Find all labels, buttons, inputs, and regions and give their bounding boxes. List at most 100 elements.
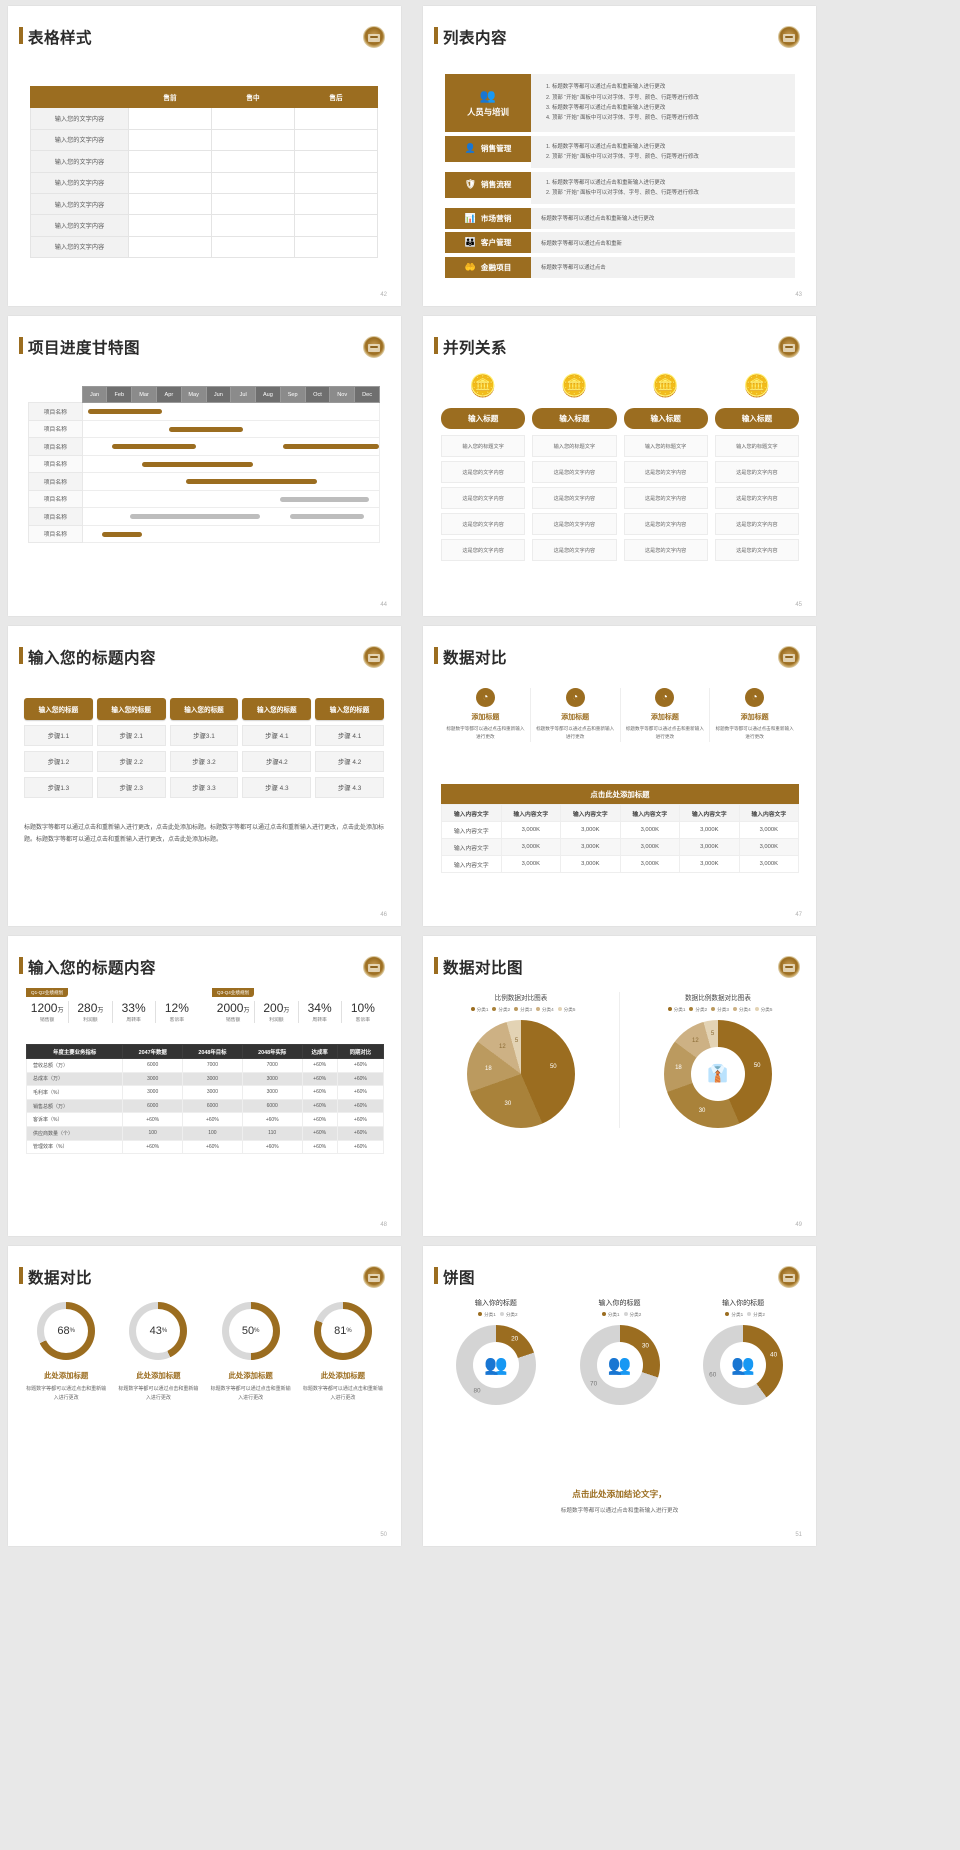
list-item-tag[interactable]: 🛡 销售流程 bbox=[445, 171, 531, 198]
slide-43[interactable]: 列表内容 👥人员与培训标题数字等都可以通过点击和重新输入进行更改顶部 “开始” … bbox=[423, 6, 816, 306]
slide-47[interactable]: 数据对比 ◔ 添加标题 标题数字等都可以通过点击和重新输入进行更改 ◔ 添加标题 标题数字… bbox=[423, 626, 816, 926]
list-item[interactable]: 📊 市场营销 标题数字等都可以通过点击和重新输入进行更改 bbox=[445, 207, 795, 229]
slide-42[interactable]: 表格样式 售前 售中 售后 输入您的文字内容 输入您的文字内容 输入您的文字内容 输入… bbox=[8, 6, 401, 306]
parallel-cell[interactable]: 输入您的标题文字 bbox=[623, 435, 708, 457]
parallel-cell[interactable]: 输入您的标题文字 bbox=[714, 435, 799, 457]
parallel-cell[interactable]: 这是您的文字内容 bbox=[441, 487, 526, 509]
parallel-cell[interactable]: 这是您的文字内容 bbox=[532, 461, 617, 483]
step-item[interactable]: 步骤 4.3 bbox=[242, 777, 312, 798]
list-item[interactable]: 🤲 金融项目 标题数字等都可以通过点击 bbox=[445, 256, 795, 278]
parallel-title-button[interactable]: 输入标题 bbox=[532, 408, 617, 429]
step-item[interactable]: 步骤 4.1 bbox=[315, 725, 384, 746]
parallel-cell[interactable]: 这是您的文字内容 bbox=[532, 539, 617, 561]
step-item[interactable]: 步骤1.1 bbox=[24, 725, 93, 746]
step-item[interactable]: 步骤 2.2 bbox=[96, 751, 166, 772]
slide-46[interactable]: 输入您的标题内容 输入您的标题 步骤1.1 步骤1.2 步骤1.3 输入您的标题 步骤 2… bbox=[8, 626, 401, 926]
compare-card[interactable]: ◔ 添加标题 标题数字等都可以通过点击和重新输入进行更改 bbox=[441, 688, 531, 742]
parallel-title-button[interactable]: 输入标题 bbox=[441, 408, 526, 429]
list-item-tag[interactable]: 👤 销售管理 bbox=[445, 135, 531, 162]
list-item-tag[interactable]: 👥 人员与培训 bbox=[445, 74, 531, 132]
list-item-tag[interactable]: 📊 市场营销 bbox=[445, 207, 531, 229]
step-item[interactable]: 步骤 3.2 bbox=[169, 751, 239, 772]
gantt-bar[interactable] bbox=[282, 444, 379, 449]
ring-card-title: 此处添加标题 bbox=[43, 1371, 89, 1380]
parallel-title-button[interactable]: 输入标题 bbox=[623, 408, 708, 429]
list-item[interactable]: 🛡 销售流程 标题数字等都可以通过点击和重新输入进行更改顶部 “开始” 面板中可以对… bbox=[445, 171, 795, 205]
parallel-cell[interactable]: 输入您的标题文字 bbox=[532, 435, 617, 457]
gantt-bar[interactable] bbox=[102, 531, 142, 537]
parallel-cell[interactable]: 这是您的文字内容 bbox=[441, 513, 526, 535]
donut-chart[interactable]: 50 30 18 12 5 👔 bbox=[664, 1020, 772, 1128]
compare-card[interactable]: ◔ 添加标题 标题数字等都可以通过点击和重新输入进行更改 bbox=[710, 688, 799, 742]
slide-49[interactable]: 数据对比图 比例数据对比图表 分类1 分类2 分类3 分类4 分类5 50 30 18 12 5 数据… bbox=[423, 936, 816, 1236]
slide-44[interactable]: 项目进度甘特图 Jan Feb Mar Apr May Jun Jul Aug Sep Oct No… bbox=[8, 316, 401, 616]
compare-card[interactable]: ◔ 添加标题 标题数字等都可以通过点击和重新输入进行更改 bbox=[621, 688, 711, 742]
step-item[interactable]: 步骤 2.1 bbox=[96, 725, 166, 746]
slide-50[interactable]: 数据对比 68% 此处添加标题 标题数字等都可以通过点击和重新输入进行更改 43% 此处… bbox=[8, 1246, 401, 1546]
compare-card[interactable]: ◔ 添加标题 标题数字等都可以通过点击和重新输入进行更改 bbox=[531, 688, 621, 742]
data-cell: 6000 bbox=[241, 1098, 303, 1114]
step-column-header[interactable]: 输入您的标题 bbox=[315, 698, 384, 720]
step-column-header[interactable]: 输入您的标题 bbox=[242, 698, 312, 720]
step-item[interactable]: 步骤 4.2 bbox=[315, 751, 384, 772]
step-item[interactable]: 步骤3.1 bbox=[169, 725, 239, 746]
parallel-cell[interactable]: 这是您的文字内容 bbox=[623, 539, 708, 561]
metrics-header-cell: 2048年目标 bbox=[182, 1044, 243, 1059]
kpi-value: 2000万 bbox=[216, 1001, 250, 1015]
parallel-title-button[interactable]: 输入标题 bbox=[714, 408, 799, 429]
list-item[interactable]: 👥 人员与培训 标题数字等都可以通过点击和重新输入进行更改顶部 “开始” 面板中可以… bbox=[445, 74, 795, 132]
list-item-tag[interactable]: 👪 客户管理 bbox=[445, 232, 531, 254]
parallel-cell[interactable]: 这是您的文字内容 bbox=[532, 487, 617, 509]
step-column-header[interactable]: 输入您的标题 bbox=[96, 698, 166, 720]
step-item[interactable]: 步骤4.2 bbox=[242, 751, 312, 772]
parallel-cell[interactable]: 这是您的文字内容 bbox=[623, 513, 708, 535]
metrics-header-cell: 2048年实际 bbox=[241, 1044, 303, 1059]
step-item[interactable]: 步骤 3.3 bbox=[169, 777, 239, 798]
progress-ring[interactable]: 81% bbox=[313, 1302, 372, 1360]
parallel-cell[interactable]: 这是您的文字内容 bbox=[623, 461, 708, 483]
pie-chart[interactable]: 50 30 18 12 5 bbox=[467, 1020, 575, 1128]
parallel-cell[interactable]: 这是您的文字内容 bbox=[441, 539, 526, 561]
pie-ring[interactable]: 30 70 👥 bbox=[579, 1325, 660, 1405]
progress-ring[interactable]: 68% bbox=[37, 1302, 96, 1360]
step-column-header[interactable]: 输入您的标题 bbox=[24, 698, 93, 720]
parallel-cell[interactable]: 这是您的文字内容 bbox=[714, 487, 799, 509]
data-cell: +60% bbox=[241, 1112, 303, 1127]
parallel-cell[interactable]: 这是您的文字内容 bbox=[714, 461, 799, 483]
page-number: 48 bbox=[380, 1222, 387, 1228]
pie-card-legend: 分类1 分类2 bbox=[437, 1312, 555, 1318]
progress-ring[interactable]: 43% bbox=[129, 1302, 188, 1360]
list-item[interactable]: 👪 客户管理 标题数字等都可以通过点击和重新 bbox=[445, 232, 795, 254]
parallel-cell[interactable]: 输入您的标题文字 bbox=[441, 435, 526, 457]
pie-label: 5 bbox=[710, 1031, 715, 1038]
step-item[interactable]: 步骤1.2 bbox=[24, 751, 93, 772]
gantt-bar[interactable] bbox=[290, 514, 365, 519]
slide-45[interactable]: 并列关系 🪙 输入标题 输入您的标题文字 这是您的文字内容 这是您的文字内容 这是您的文字… bbox=[423, 316, 816, 616]
list-item[interactable]: 👤 销售管理 标题数字等都可以通过点击和重新输入进行更改顶部 “开始” 面板中可以对… bbox=[445, 135, 795, 169]
slide-48[interactable]: 输入您的标题内容 Q1-Q2业绩规划 1200万 销售额 280万 利润额 33% 周转率 1… bbox=[8, 936, 401, 1236]
data-cell bbox=[211, 150, 295, 173]
pie-ring[interactable]: 40 60 👥 bbox=[703, 1325, 784, 1405]
parallel-cell[interactable]: 这是您的文字内容 bbox=[532, 513, 617, 535]
parallel-cell[interactable]: 这是您的文字内容 bbox=[714, 513, 799, 535]
list-item-tag[interactable]: 🤲 金融项目 bbox=[445, 256, 531, 278]
gantt-bar[interactable] bbox=[129, 514, 261, 519]
pie-ring[interactable]: 20 80 👥 bbox=[455, 1325, 536, 1405]
gantt-bar[interactable] bbox=[186, 479, 318, 484]
step-column-header[interactable]: 输入您的标题 bbox=[169, 698, 239, 720]
gantt-bar[interactable] bbox=[112, 444, 197, 449]
step-item[interactable]: 步骤1.3 bbox=[24, 777, 93, 798]
data-cell bbox=[294, 107, 378, 130]
parallel-cell[interactable]: 这是您的文字内容 bbox=[714, 539, 799, 561]
step-item[interactable]: 步骤 4.3 bbox=[315, 777, 384, 798]
slide-51[interactable]: 饼图 输入你的标题 分类1 分类2 20 80 👥 输入你的标题 分类1 分类2 30 70 👥 输入你… bbox=[423, 1246, 816, 1546]
gantt-bar[interactable] bbox=[87, 409, 162, 414]
step-item[interactable]: 步骤 4.1 bbox=[242, 725, 312, 746]
parallel-cell[interactable]: 这是您的文字内容 bbox=[441, 461, 526, 483]
gantt-bar[interactable] bbox=[280, 496, 370, 502]
parallel-cell[interactable]: 这是您的文字内容 bbox=[623, 487, 708, 509]
step-item[interactable]: 步骤 2.3 bbox=[96, 777, 166, 798]
progress-ring[interactable]: 50% bbox=[221, 1302, 280, 1360]
gantt-bar[interactable] bbox=[169, 426, 244, 432]
gantt-bar[interactable] bbox=[141, 461, 254, 467]
